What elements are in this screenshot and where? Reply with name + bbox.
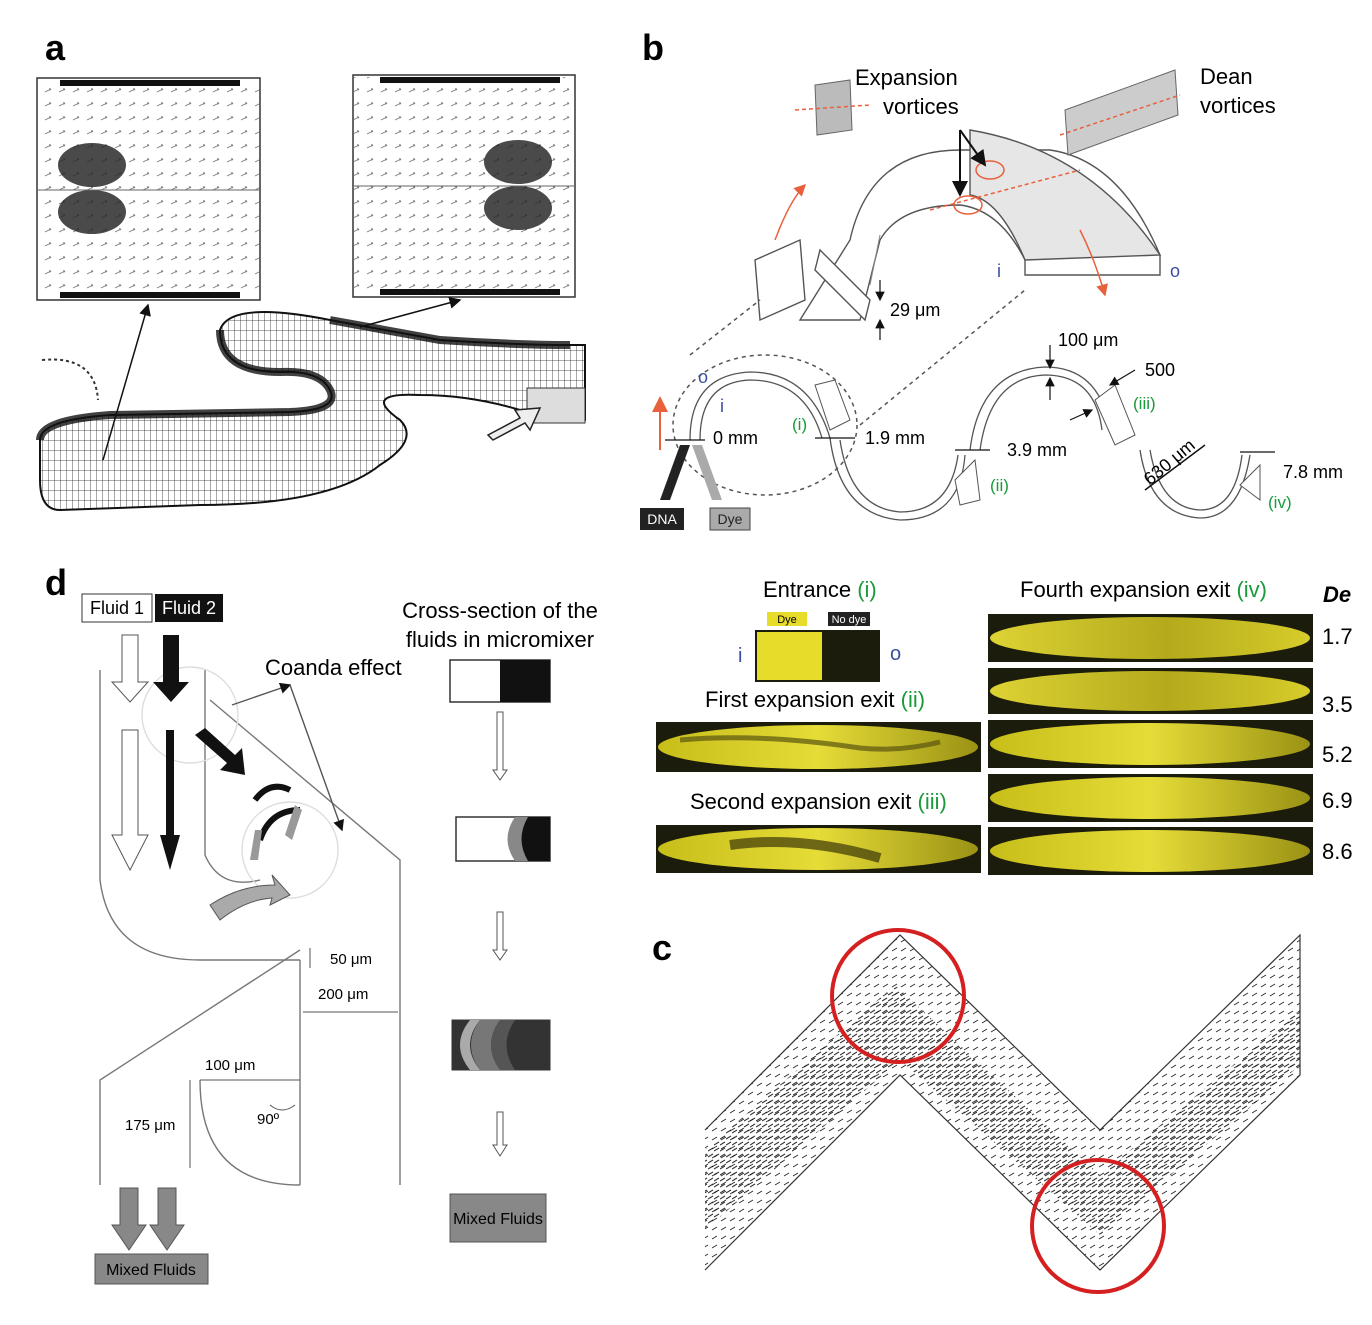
dim-100um: 100 μm — [205, 1057, 255, 1074]
no-dye-tag-label: No dye — [832, 614, 867, 626]
fluid2-box — [155, 594, 223, 622]
coanda-label: Coanda effect — [265, 655, 402, 680]
fluid1-label: Fluid 1 — [90, 598, 144, 618]
s-shaped-channel — [36, 311, 586, 512]
dna-inlet-label: DNA — [647, 511, 677, 527]
dye-tag-label: Dye — [777, 614, 797, 626]
mixed-fluids-label-right: Mixed Fluids — [453, 1211, 543, 1228]
expansion-id-ii: (ii) — [990, 476, 1009, 495]
cross-section-left — [36, 77, 261, 301]
serpentine-channel — [652, 289, 1275, 521]
second-exit-title: Second expansion exit (iii) — [690, 789, 947, 814]
mixed-fluids-label-left: Mixed Fluids — [106, 1262, 196, 1279]
inner-wall-label-3d: i — [997, 261, 1001, 281]
panel-letter-b: b — [642, 27, 664, 68]
arrow-to-right-section — [359, 296, 462, 328]
fourth-exit-title: Fourth expansion exit (iv) — [1020, 577, 1267, 602]
length-dimension: 630 μm — [1140, 435, 1199, 489]
de-value-3: 5.2 — [1322, 742, 1353, 767]
de-value-5: 8.6 — [1322, 839, 1353, 864]
dim-200um: 200 μm — [318, 986, 368, 1003]
panel-b: Expansion vortices Dean vortices i o 29 … — [640, 64, 1343, 531]
entrance-dye-region — [757, 632, 822, 680]
panel-c — [704, 928, 1301, 1294]
panel-letter-d: d — [45, 562, 67, 603]
panel-letter-a: a — [45, 27, 66, 68]
dye-inlet-box — [709, 507, 751, 531]
mixed-fluids-box-left — [94, 1253, 209, 1285]
entrance-outer-label: o — [890, 643, 901, 665]
dna-inlet-box — [640, 508, 684, 530]
expansion-vortices-label-2: vortices — [883, 94, 959, 119]
dim-50um: 50 μm — [330, 951, 372, 968]
arrow-to-left-section — [102, 303, 151, 461]
expansion-id-i: (i) — [792, 415, 807, 434]
panel-a — [36, 74, 586, 512]
dean-vortices-label-1: Dean — [1200, 64, 1253, 89]
outlet-arrow-right — [149, 1187, 185, 1251]
position-3-9mm: 3.9 mm — [1007, 440, 1067, 460]
cross-section-title-2: fluids in micromixer — [406, 627, 594, 652]
dye-tag — [767, 612, 807, 626]
de-header: De — [1323, 582, 1351, 607]
expansion-vortices-label-1: Expansion — [855, 65, 958, 90]
cross-section-sequence — [449, 659, 551, 1243]
recirculation-circle-bottom — [1030, 1158, 1166, 1294]
expansion-id-iii: (iii) — [1133, 394, 1156, 413]
dim-175um: 175 μm — [125, 1117, 175, 1134]
first-exit-title: First expansion exit (ii) — [705, 687, 925, 712]
dimension-lines — [189, 948, 398, 1168]
entrance-inner-label: i — [738, 645, 742, 667]
inner-wall-label-top: i — [720, 396, 724, 416]
outer-wall-label-3d: o — [1170, 261, 1180, 281]
cross-section-right — [352, 74, 576, 298]
panel-dye-images: Entrance (i) Dye No dye i o First expans… — [656, 577, 1353, 875]
de-value-2: 3.5 — [1322, 692, 1353, 717]
position-0mm: 0 mm — [713, 428, 758, 448]
de-value-4: 6.9 — [1322, 788, 1353, 813]
expansion-width-dimension: 500 — [1145, 360, 1175, 380]
flow-arrows — [110, 634, 302, 921]
expansion-id-iv: (iv) — [1268, 493, 1292, 512]
channel-3d — [754, 69, 1181, 340]
cross-section-title-1: Cross-section of the — [402, 598, 598, 623]
width-dimension: 100 μm — [1058, 330, 1118, 350]
micromixer-outline — [99, 666, 401, 1186]
position-1-9mm: 1.9 mm — [865, 428, 925, 448]
fluid2-label: Fluid 2 — [162, 598, 216, 618]
fluid1-box — [81, 593, 153, 623]
entrance-title: Entrance (i) — [763, 577, 877, 602]
outlet-arrow-left — [111, 1187, 147, 1251]
panel-letter-c: c — [652, 927, 672, 968]
angle-90: 90º — [257, 1111, 280, 1128]
height-dimension: 29 μm — [890, 300, 940, 320]
position-7-8mm: 7.8 mm — [1283, 462, 1343, 482]
dye-inlet-label: Dye — [718, 511, 743, 527]
dean-vortices-label-2: vortices — [1200, 93, 1276, 118]
no-dye-tag — [828, 612, 870, 626]
outer-wall-label-top: o — [698, 367, 708, 387]
panel-d: Fluid 1 Fluid 2 Coanda effect Cross-sect… — [81, 593, 598, 1285]
de-value-1: 1.7 — [1322, 624, 1353, 649]
recirculation-circle-top — [830, 928, 966, 1064]
